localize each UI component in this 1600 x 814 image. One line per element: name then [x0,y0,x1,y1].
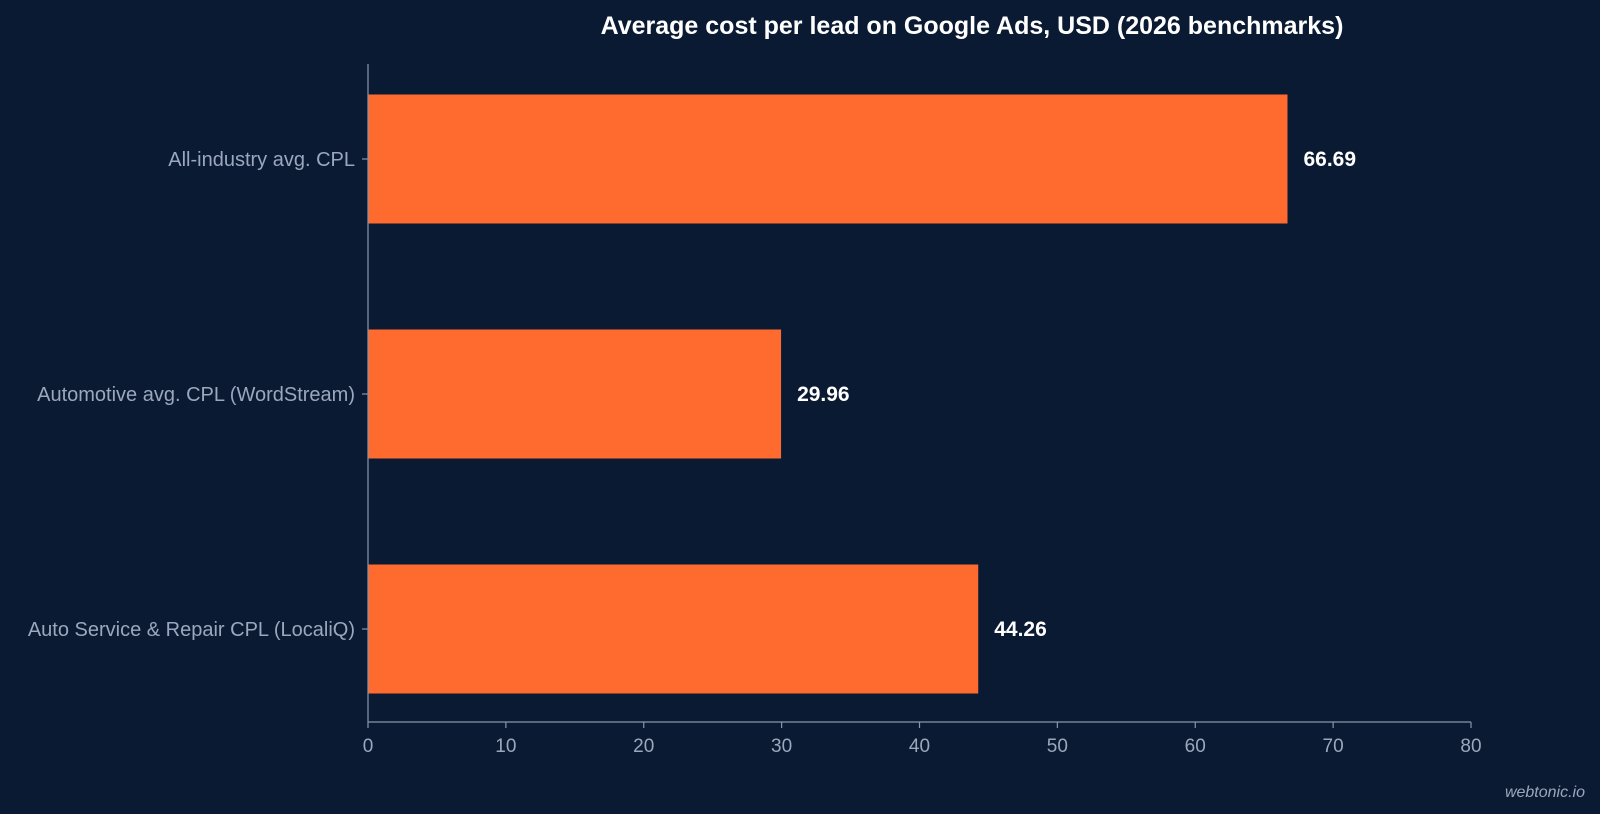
category-label-2: Auto Service & Repair CPL (LocaliQ) [28,619,355,641]
data-label-0: 66.69 [1303,148,1356,171]
x-ticks-layer: 0 10 20 30 40 50 60 70 80 [362,158,1482,757]
category-labels-layer: All-industry avg. CPL Automotive avg. CPL… [28,149,355,641]
x-tick-label-0: 0 [363,736,374,757]
x-tick-label-2: 20 [633,736,654,757]
x-tick-label-6: 60 [1185,736,1206,757]
bar-2 [368,564,979,694]
data-label-2: 44.26 [994,618,1047,641]
data-labels-layer: 66.69 29.96 44.26 [797,148,1356,641]
category-label-0: All-industry avg. CPL [168,149,355,171]
bar-0 [368,94,1288,224]
x-tick-label-1: 10 [495,736,516,757]
x-tick-label-3: 30 [771,736,792,757]
chart-title: Average cost per lead on Google Ads, USD… [601,12,1344,40]
x-tick-label-8: 80 [1460,736,1481,757]
x-tick-label-7: 70 [1323,736,1344,757]
bars-layer [368,94,1288,694]
x-tick-label-5: 50 [1047,736,1068,757]
category-label-1: Automotive avg. CPL (WordStream) [37,384,355,406]
bar-1 [368,329,782,459]
x-tick-label-4: 40 [909,736,930,757]
watermark-text: webtonic.io [1505,784,1585,801]
data-label-1: 29.96 [797,383,850,406]
